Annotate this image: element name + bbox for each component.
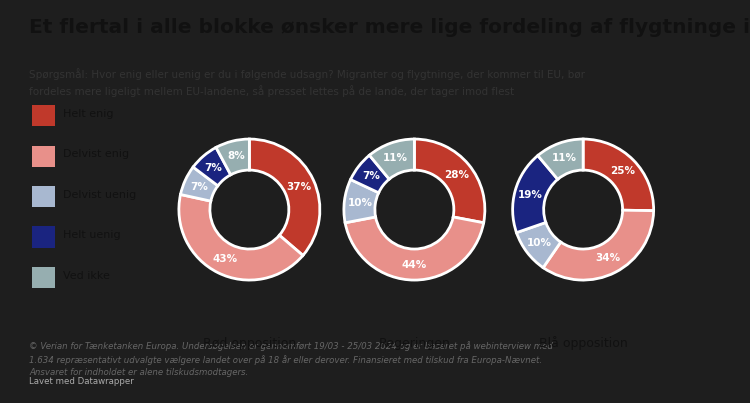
Text: 34%: 34% (596, 253, 621, 264)
Text: Helt uenig: Helt uenig (64, 230, 121, 240)
Text: 7%: 7% (190, 182, 208, 191)
Wedge shape (193, 147, 231, 186)
Wedge shape (414, 139, 485, 223)
FancyBboxPatch shape (32, 267, 55, 288)
Text: 11%: 11% (383, 153, 408, 163)
Wedge shape (249, 139, 320, 256)
FancyBboxPatch shape (32, 105, 55, 127)
Text: © Verian for Tænketanken Europa. Undersøgelsen er gennemført 19/03 - 25/03 2024 : © Verian for Tænketanken Europa. Undersø… (29, 341, 554, 377)
Text: Rød opposition: Rød opposition (202, 337, 296, 349)
Text: 19%: 19% (518, 190, 542, 200)
Text: 44%: 44% (402, 260, 427, 270)
Wedge shape (543, 210, 653, 280)
Text: Lavet med Datawrapper: Lavet med Datawrapper (29, 377, 134, 386)
Text: 10%: 10% (347, 197, 372, 208)
Text: Delvist uenig: Delvist uenig (64, 190, 136, 200)
Text: Spørgsmål: Hvor enig eller uenig er du i følgende udsagn? Migranter og flygtning: Spørgsmål: Hvor enig eller uenig er du i… (29, 68, 586, 97)
Text: Delvist enig: Delvist enig (64, 149, 130, 159)
Wedge shape (216, 139, 250, 175)
Wedge shape (181, 167, 218, 201)
Wedge shape (345, 217, 484, 280)
Wedge shape (517, 222, 561, 268)
Text: 7%: 7% (205, 163, 223, 173)
Text: 25%: 25% (610, 166, 634, 176)
Wedge shape (583, 139, 653, 211)
Wedge shape (513, 156, 558, 233)
Text: 28%: 28% (444, 170, 470, 179)
Text: 8%: 8% (227, 151, 244, 161)
Wedge shape (350, 155, 389, 193)
Wedge shape (370, 139, 415, 179)
FancyBboxPatch shape (32, 145, 55, 167)
Text: Ved ikke: Ved ikke (64, 270, 110, 280)
Wedge shape (538, 139, 584, 179)
FancyBboxPatch shape (32, 226, 55, 247)
Text: 7%: 7% (362, 171, 380, 181)
Text: 43%: 43% (212, 254, 238, 264)
Wedge shape (179, 195, 303, 280)
Text: 10%: 10% (526, 238, 552, 248)
Text: Helt enig: Helt enig (64, 109, 114, 119)
Text: Regeringen: Regeringen (379, 337, 450, 349)
FancyBboxPatch shape (32, 186, 55, 207)
Text: 11%: 11% (552, 153, 577, 163)
Text: 37%: 37% (286, 182, 312, 191)
Text: Et flertal i alle blokke ønsker mere lige fordeling af flygtninge i EU: Et flertal i alle blokke ønsker mere lig… (29, 18, 750, 37)
Text: Blå opposition: Blå opposition (538, 337, 628, 351)
Wedge shape (344, 180, 379, 223)
